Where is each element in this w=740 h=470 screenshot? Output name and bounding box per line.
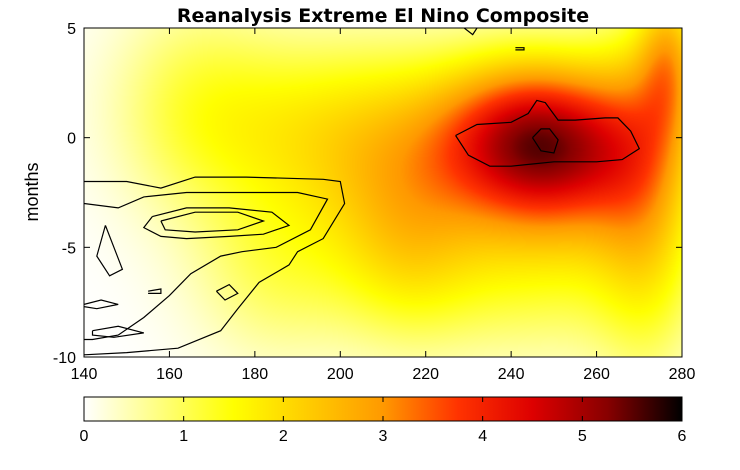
contour-line [84,299,119,310]
colorbar-tick-label: 5 [578,428,587,445]
x-tick-label: 160 [156,366,183,383]
colorbar-tick-label: 2 [279,428,288,445]
contour-line [91,325,144,338]
contour-line [84,176,346,356]
colorbar-tick-label: 3 [379,428,388,445]
x-axis: 140 160 180 200 220 240 260 280 [71,28,696,383]
contour-line [463,28,478,36]
y-tick-label: -5 [62,240,76,257]
colorbar-tick-label: 4 [478,428,487,445]
contour-line [147,288,162,294]
colorbar-tick-label: 1 [179,428,188,445]
x-tick-label: 220 [412,366,439,383]
y-axis-label: months [22,162,42,221]
contour-line [515,47,525,51]
x-tick-label: 140 [71,366,98,383]
x-tick-label: 260 [583,366,610,383]
contour-line [84,191,329,341]
x-tick-label: 180 [242,366,269,383]
colorbar-tick-label: 6 [678,428,687,445]
y-tick-label: -10 [53,350,76,367]
contour-line [142,207,291,240]
plot-frame [83,27,683,358]
colorbar-tick-label: 0 [80,428,89,445]
x-tick-label: 240 [498,366,525,383]
heatmap-field-container [84,28,682,357]
y-tick-label: 0 [67,131,76,148]
y-tick-label: 5 [67,21,76,38]
heatmap-field [84,28,682,357]
contour-lines [84,28,641,356]
contour-line [531,128,559,154]
x-tick-label: 200 [327,366,354,383]
x-tick-label: 280 [669,366,696,383]
contour-line [455,99,641,167]
contour-line [215,283,239,301]
chart-title: Reanalysis Extreme El Nino Composite [177,5,589,27]
y-axis: 5 0 -5 -10 [53,21,682,367]
colorbar-axis: 0 1 2 3 4 5 6 [80,397,687,445]
contour-line [96,225,124,277]
contour-line [160,211,266,233]
